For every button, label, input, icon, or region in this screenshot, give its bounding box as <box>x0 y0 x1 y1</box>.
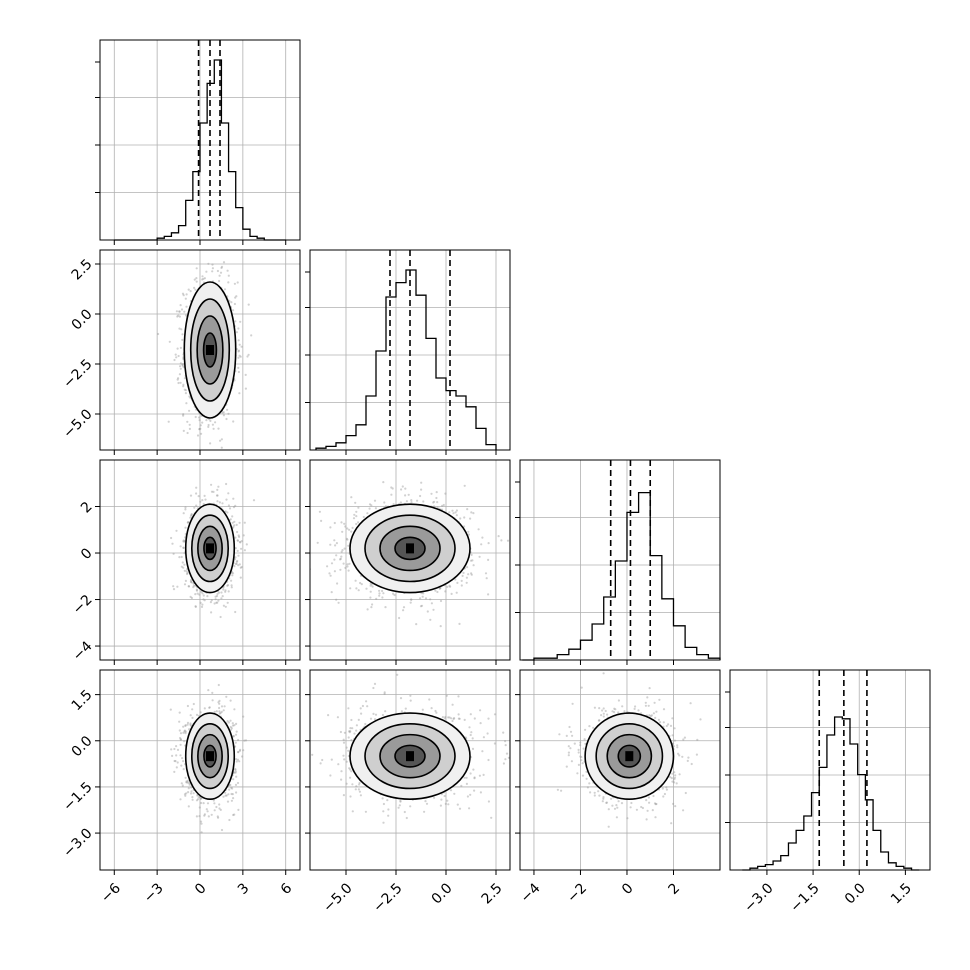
x-tick-label: −6 <box>98 880 124 906</box>
x-tick-label: 3 <box>235 880 253 898</box>
y-tick-label: −5.0 <box>60 406 95 441</box>
scatter-contour-panel: −6 −3 0 3 6 −3.0 −1.5 0.0 1.5 <box>60 669 301 906</box>
density-contour <box>595 723 664 790</box>
density-contour <box>349 503 471 594</box>
panel-frame <box>99 249 301 451</box>
panel-frame <box>99 39 301 241</box>
histogram-steps <box>114 59 286 241</box>
density-contour <box>202 332 218 368</box>
y-tick-label: 2.5 <box>69 256 96 283</box>
y-tick-label: 0.0 <box>69 306 96 333</box>
x-tick-label: −5.0 <box>320 880 355 915</box>
x-tick-label: 0.0 <box>842 880 869 907</box>
y-tick-label: −3.0 <box>60 825 95 860</box>
density-contour <box>394 744 426 768</box>
x-tick-label: 6 <box>278 880 296 898</box>
x-tick-label: 0.0 <box>429 880 456 907</box>
y-tick-label: 0.0 <box>69 733 96 760</box>
density-contour <box>606 733 653 779</box>
density-contour <box>196 315 224 385</box>
panel-frame <box>519 459 721 661</box>
density-contour <box>364 514 456 583</box>
x-tick-label: −3.0 <box>741 880 776 915</box>
panel-frame <box>729 669 931 871</box>
x-tick-label: −1.5 <box>787 880 822 915</box>
density-contour <box>349 712 471 801</box>
density-contour <box>203 536 217 561</box>
x-tick-label: 1.5 <box>888 880 915 907</box>
histogram-steps <box>742 716 920 871</box>
x-tick-label: 0 <box>192 880 210 898</box>
panel-frame <box>309 249 511 451</box>
y-tick-label: 0 <box>78 545 96 563</box>
density-contour <box>197 733 223 779</box>
y-tick-label: −2 <box>70 592 96 618</box>
density-contour <box>190 723 230 790</box>
panel-frame <box>519 669 721 871</box>
histogram-steps <box>315 269 497 450</box>
x-tick-label: 2 <box>666 880 684 898</box>
density-contour <box>183 281 237 419</box>
scatter-contour-panel: −5.0 −2.5 0.0 2.5 <box>60 249 301 455</box>
density-contour <box>184 503 236 594</box>
density-contour <box>379 733 441 779</box>
panel-frame <box>309 669 511 871</box>
x-tick-label: 0 <box>619 880 637 898</box>
x-tick-label: −2.5 <box>370 880 405 915</box>
panel-frame <box>309 459 511 661</box>
density-contour <box>203 744 217 768</box>
density-contour <box>364 723 456 790</box>
x-tick-label: −3 <box>141 880 167 906</box>
y-tick-label: −1.5 <box>60 779 95 814</box>
scatter-contour-panel: −5.0 −2.5 0.0 2.5 <box>305 669 511 916</box>
histogram-steps <box>522 491 721 661</box>
scatter-contour-panel <box>305 459 511 665</box>
density-contour <box>379 525 441 572</box>
density-contour <box>394 536 426 561</box>
histogram-panel <box>305 249 511 455</box>
x-tick-label: −2 <box>564 880 590 906</box>
histogram-panel <box>515 459 721 665</box>
scatter-contour-panel: −4 −2 0 2 <box>70 459 301 665</box>
density-contour <box>617 744 642 768</box>
scatter-contour-panel: −4 −2 0 2 <box>515 669 721 906</box>
density-contour <box>190 514 230 583</box>
histogram-panel: −3.0 −1.5 0.0 1.5 <box>725 669 931 916</box>
y-tick-label: −4 <box>70 638 96 664</box>
density-contour <box>184 712 236 801</box>
density-contour <box>197 525 223 572</box>
x-tick-label: 2.5 <box>479 880 506 907</box>
panel-frame <box>99 669 301 871</box>
panel-frame <box>99 459 301 661</box>
x-tick-label: −4 <box>518 880 544 906</box>
histogram-panel <box>95 39 301 245</box>
density-contour <box>584 712 675 801</box>
y-tick-label: −2.5 <box>60 356 95 391</box>
density-contour <box>189 298 231 402</box>
y-tick-label: 1.5 <box>69 687 96 714</box>
y-tick-label: 2 <box>78 499 96 517</box>
